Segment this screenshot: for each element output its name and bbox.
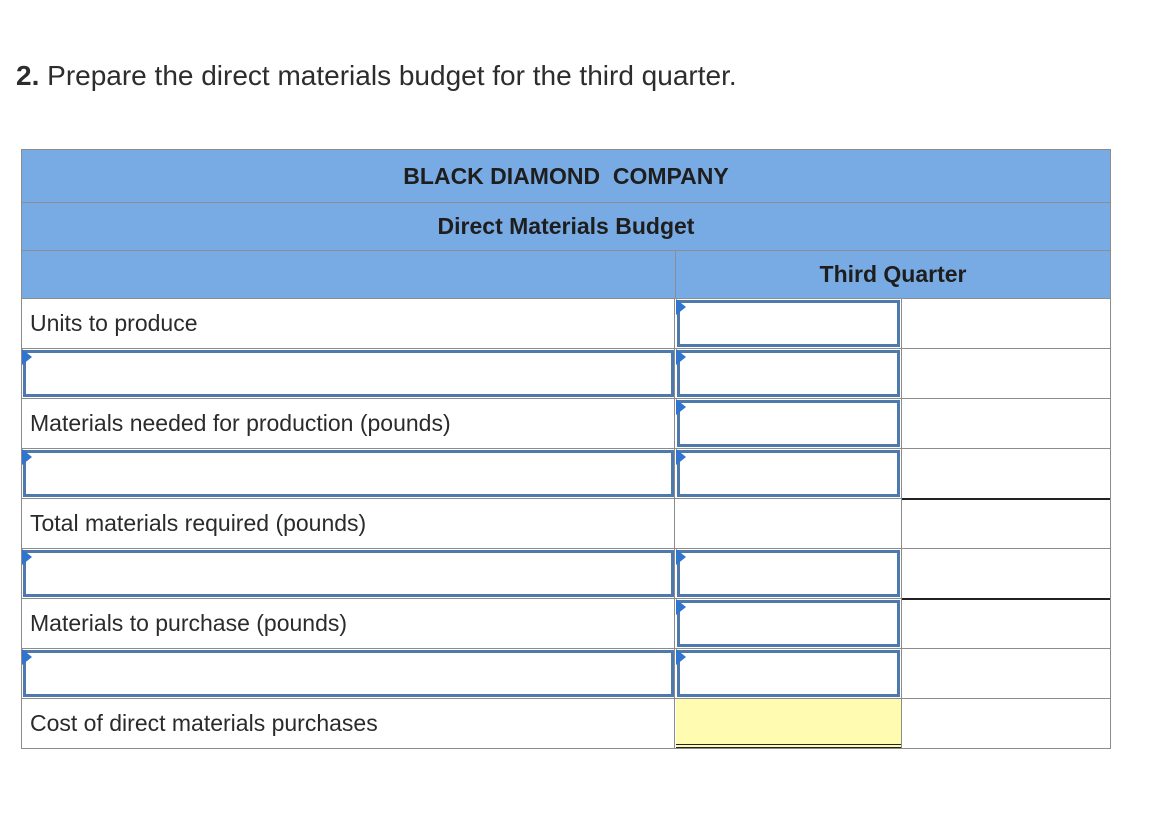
input-marker-icon (22, 649, 32, 665)
row-label: Materials to purchase (pounds) (22, 599, 675, 648)
blank-cell (902, 299, 1110, 348)
value-cell (676, 599, 902, 648)
row-editable-7 (22, 649, 1110, 699)
input-marker-icon (676, 399, 686, 415)
value-cell (676, 549, 902, 598)
input-marker-icon (676, 599, 686, 615)
input-marker-icon (22, 549, 32, 565)
materials-needed-input[interactable] (677, 400, 900, 447)
blank-cell (902, 649, 1110, 698)
row-label: Cost of direct materials purchases (22, 699, 675, 748)
blank-cell (902, 599, 1110, 648)
budget-title-header: Direct Materials Budget (22, 203, 1110, 251)
label-cell (22, 549, 675, 598)
units-to-produce-input[interactable] (677, 300, 900, 347)
company-name: BLACK DIAMOND COMPANY (403, 162, 729, 189)
label-cell (22, 449, 675, 498)
direct-materials-budget-table: BLACK DIAMOND COMPANY Direct Materials B… (21, 149, 1111, 749)
row-value-input-7[interactable] (677, 650, 900, 697)
value-cell (676, 699, 902, 748)
question-text: Prepare the direct materials budget for … (47, 60, 737, 91)
value-cell (676, 649, 902, 698)
third-quarter-header: Third Quarter (819, 261, 967, 287)
materials-to-purchase-input[interactable] (677, 600, 900, 647)
row-editable-5 (22, 549, 1110, 600)
question-prompt: 2. Prepare the direct materials budget f… (16, 58, 737, 94)
row-materials-needed: Materials needed for production (pounds) (22, 399, 1110, 449)
input-marker-icon (676, 649, 686, 665)
question-number: 2. (16, 60, 40, 91)
row-label: Units to produce (22, 299, 675, 348)
input-marker-icon (22, 449, 32, 465)
row-label-input-3[interactable] (23, 450, 674, 497)
cost-of-purchases-total (676, 699, 901, 748)
row-label: Total materials required (pounds) (22, 499, 675, 548)
column-header-row: Third Quarter (22, 251, 1110, 299)
row-cost-of-purchases: Cost of direct materials purchases (22, 699, 1110, 748)
row-value-input-5[interactable] (677, 550, 900, 597)
blank-cell (902, 399, 1110, 448)
value-cell (676, 399, 902, 448)
row-editable-3 (22, 449, 1110, 500)
input-marker-icon (676, 299, 686, 315)
row-label-input-7[interactable] (23, 650, 674, 697)
blank-cell (902, 499, 1110, 548)
row-label-input-5[interactable] (23, 550, 674, 597)
company-name-header: BLACK DIAMOND COMPANY (22, 150, 1110, 203)
row-materials-to-purchase: Materials to purchase (pounds) (22, 599, 1110, 649)
row-total-materials-required: Total materials required (pounds) (22, 499, 1110, 549)
budget-title: Direct Materials Budget (437, 213, 695, 239)
value-cell (676, 449, 902, 498)
label-cell (22, 649, 675, 698)
blank-cell (902, 699, 1110, 748)
row-value-input-1[interactable] (677, 350, 900, 397)
input-marker-icon (676, 449, 686, 465)
value-cell (676, 299, 902, 348)
label-cell (22, 349, 675, 398)
row-label: Materials needed for production (pounds) (22, 399, 675, 448)
total-materials-value (676, 499, 902, 548)
blank-cell (902, 349, 1110, 398)
input-marker-icon (676, 549, 686, 565)
input-marker-icon (22, 349, 32, 365)
value-cell (676, 349, 902, 398)
blank-cell (902, 449, 1110, 500)
input-marker-icon (676, 349, 686, 365)
blank-cell (902, 549, 1110, 600)
row-units-to-produce: Units to produce (22, 299, 1110, 349)
row-editable-1 (22, 349, 1110, 399)
row-label-input-1[interactable] (23, 350, 674, 397)
column-divider (675, 251, 676, 298)
row-value-input-3[interactable] (677, 450, 900, 497)
